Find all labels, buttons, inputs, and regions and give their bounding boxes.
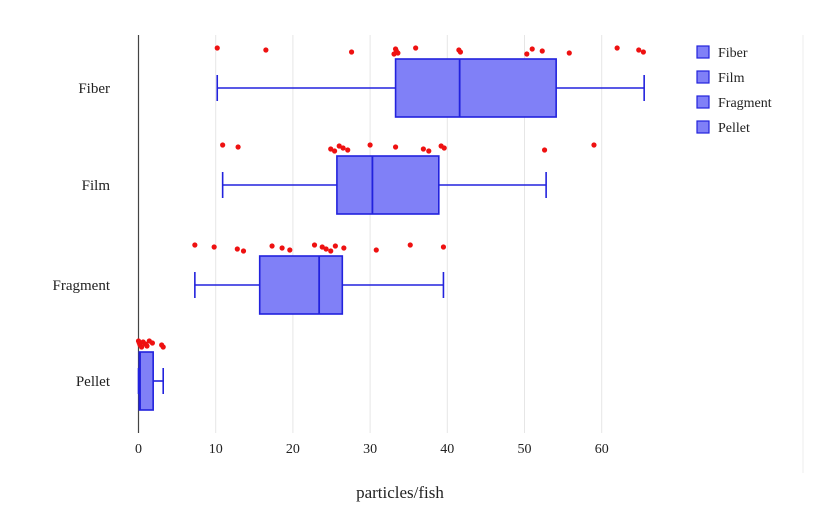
data-point[interactable] [287, 247, 293, 253]
data-point[interactable] [395, 50, 401, 56]
data-point[interactable] [426, 148, 432, 154]
x-tick-label: 50 [518, 442, 532, 457]
data-point[interactable] [440, 244, 447, 250]
iqr-box [258, 255, 344, 315]
x-tick-label: 10 [209, 442, 223, 457]
x-tick-label: 60 [595, 442, 609, 457]
iqr-box [138, 351, 154, 411]
data-point[interactable] [566, 50, 572, 56]
data-point[interactable] [636, 47, 642, 53]
iqr-box [394, 58, 557, 118]
data-point[interactable] [235, 144, 241, 150]
legend-swatch [696, 120, 710, 134]
data-point[interactable] [541, 147, 548, 153]
category-label-fiber: Fiber [78, 81, 110, 97]
data-point[interactable] [591, 142, 597, 148]
legend-label: Film [718, 71, 745, 86]
data-point[interactable] [149, 340, 155, 346]
data-point[interactable] [407, 242, 413, 248]
legend[interactable]: Fiber Film Fragment Pellet [696, 45, 772, 136]
category-label-pellet: Pellet [76, 374, 111, 390]
data-point[interactable] [640, 49, 646, 55]
category-label-fragment: Fragment [53, 278, 111, 294]
box-fragment[interactable] [194, 255, 445, 315]
data-point[interactable] [192, 242, 198, 248]
data-point[interactable] [240, 248, 247, 254]
data-point[interactable] [311, 242, 318, 248]
data-point[interactable] [524, 51, 530, 57]
data-point[interactable] [539, 48, 545, 54]
legend-label: Fiber [718, 46, 748, 61]
box-series [137, 58, 645, 411]
data-point[interactable] [529, 46, 535, 52]
data-point[interactable] [331, 148, 338, 154]
data-point[interactable] [263, 47, 269, 53]
box-pellet[interactable] [137, 351, 165, 411]
iqr-box [336, 155, 440, 215]
x-tick-label: 30 [363, 442, 377, 457]
data-point[interactable] [345, 147, 351, 153]
data-point[interactable] [234, 246, 240, 252]
data-point[interactable] [319, 244, 325, 250]
data-point[interactable] [323, 246, 329, 252]
legend-item-pellet[interactable]: Pellet [696, 120, 750, 136]
data-point[interactable] [341, 245, 347, 251]
data-point[interactable] [160, 344, 166, 350]
legend-swatch [696, 95, 710, 109]
data-point[interactable] [413, 45, 419, 51]
data-point[interactable] [373, 247, 379, 253]
box-film[interactable] [221, 155, 547, 215]
data-point[interactable] [420, 146, 426, 152]
legend-label: Pellet [718, 121, 750, 136]
data-point[interactable] [211, 244, 217, 250]
data-point[interactable] [392, 144, 399, 150]
x-tick-label: 40 [440, 442, 454, 457]
legend-item-fragment[interactable]: Fragment [696, 95, 772, 111]
data-point[interactable] [279, 245, 285, 251]
outlier-points [135, 45, 646, 350]
legend-swatch [696, 45, 710, 59]
data-point[interactable] [269, 243, 275, 249]
x-axis-title: particles/fish [356, 483, 444, 502]
data-point[interactable] [457, 49, 464, 55]
data-point[interactable] [138, 344, 145, 350]
data-point[interactable] [348, 49, 355, 55]
legend-swatch [696, 70, 710, 84]
data-point[interactable] [332, 243, 338, 249]
x-tick-label: 0 [135, 442, 142, 457]
data-point[interactable] [214, 45, 220, 51]
data-point[interactable] [328, 146, 334, 152]
box-fiber[interactable] [216, 58, 645, 118]
legend-label: Fragment [718, 96, 772, 111]
x-tick-label: 20 [286, 442, 300, 457]
data-point[interactable] [441, 145, 447, 151]
data-point[interactable] [328, 248, 334, 254]
category-label-film: Film [82, 178, 111, 194]
legend-item-fiber[interactable]: Fiber [696, 45, 748, 61]
data-point[interactable] [367, 142, 373, 148]
data-point[interactable] [614, 45, 620, 51]
data-point[interactable] [144, 343, 150, 349]
data-point[interactable] [336, 143, 342, 149]
category-labels: Fiber Film Fragment Pellet [53, 81, 111, 390]
legend-item-film[interactable]: Film [696, 70, 745, 86]
data-point[interactable] [340, 145, 346, 151]
data-point[interactable] [220, 142, 226, 148]
